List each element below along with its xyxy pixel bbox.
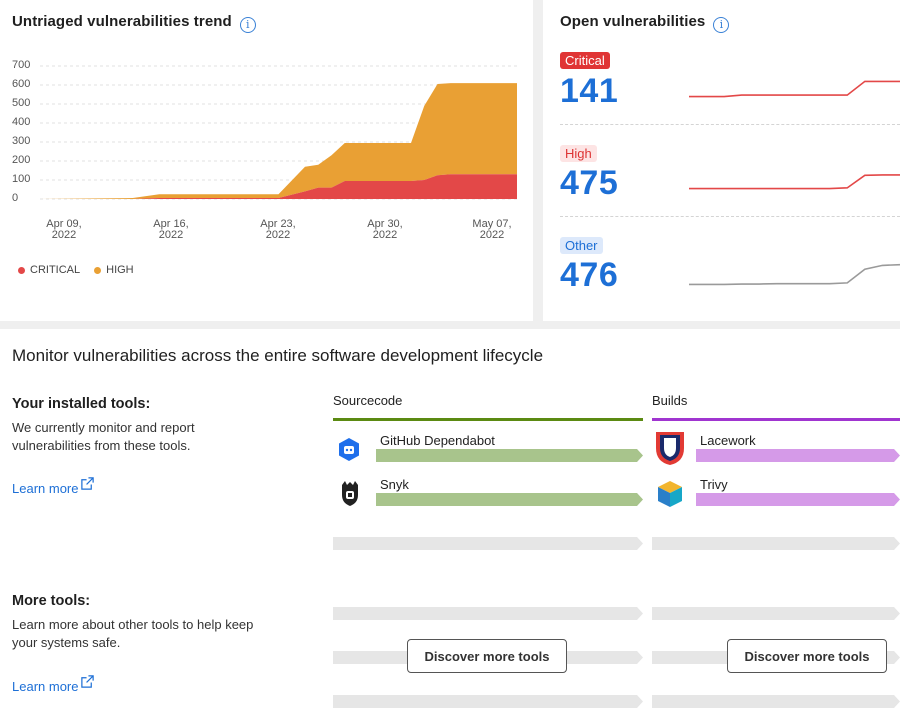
sparkline-high	[689, 174, 900, 190]
y-tick: 200	[12, 154, 31, 166]
external-link-icon	[81, 675, 95, 688]
discover-more-tools-button[interactable]: Discover more tools	[727, 639, 887, 673]
legend-label: HIGH	[106, 264, 134, 276]
tool-name-trivy[interactable]: Trivy	[700, 477, 728, 492]
trivy-icon	[658, 481, 682, 507]
lacework-icon	[656, 432, 684, 465]
y-tick: 0	[12, 192, 19, 204]
column-builds: Builds	[652, 393, 688, 408]
trend-title: Untriaged vulnerabilities trend	[12, 13, 232, 30]
learn-more-label: Learn more	[12, 481, 79, 496]
tool-name-lacework[interactable]: Lacework	[700, 433, 756, 448]
installed-tools-heading: Your installed tools:	[12, 396, 151, 412]
x-tick: Apr 09, 2022	[46, 218, 82, 241]
open-vulnerabilities-card: Open vulnerabilities i Critical 141 High …	[543, 0, 900, 321]
severity-badge-other: Other	[560, 237, 603, 254]
snyk-icon	[342, 481, 358, 506]
learn-more-link[interactable]: Learn more	[12, 675, 95, 694]
placeholder-lane	[652, 537, 900, 550]
column-rule-sourcecode	[333, 418, 643, 421]
learn-more-label: Learn more	[12, 679, 79, 694]
learn-more-link[interactable]: Learn more	[12, 477, 95, 496]
lifecycle-card: Monitor vulnerabilities across the entir…	[0, 329, 900, 718]
column-sourcecode: Sourcecode	[333, 393, 403, 408]
trend-title-row: Untriaged vulnerabilities trend i	[12, 13, 256, 33]
info-icon[interactable]: i	[713, 17, 730, 33]
trend-chart	[40, 65, 517, 200]
open-title-row: Open vulnerabilities i	[560, 13, 730, 33]
x-tick: Apr 23, 2022	[260, 218, 296, 241]
tool-bar	[376, 449, 643, 462]
divider	[560, 216, 900, 217]
sparklines	[689, 80, 900, 286]
dependabot-icon	[339, 438, 359, 461]
more-tools-heading: More tools:	[12, 593, 91, 609]
tool-bar	[696, 449, 900, 462]
placeholder-lane	[333, 695, 643, 708]
sparkline-critical	[689, 80, 900, 98]
y-tick: 600	[12, 78, 31, 90]
sparkline-other	[689, 263, 900, 286]
legend-dot	[18, 266, 25, 274]
y-tick: 500	[12, 97, 31, 109]
discover-more-tools-button[interactable]: Discover more tools	[407, 639, 567, 673]
legend-dot	[94, 266, 102, 274]
x-tick: Apr 30, 2022	[367, 218, 403, 241]
more-tools-text: Learn more about other tools to help kee…	[12, 617, 254, 650]
area-high	[40, 83, 517, 199]
tool-bar	[376, 493, 643, 506]
y-tick: 100	[12, 173, 31, 185]
x-tick: May 07, 2022	[472, 218, 512, 241]
tool-name-snyk[interactable]: Snyk	[380, 477, 409, 492]
y-tick: 700	[12, 59, 31, 71]
column-rule-builds	[652, 418, 900, 421]
other-count[interactable]: 476	[560, 256, 619, 294]
placeholder-lane	[333, 537, 643, 550]
legend-label: CRITICAL	[30, 264, 81, 276]
placeholder-lane	[652, 695, 900, 708]
placeholder-lane	[333, 607, 643, 620]
legend-item-critical[interactable]: CRITICAL	[18, 264, 80, 276]
severity-badge-critical: Critical	[560, 52, 610, 69]
divider	[560, 124, 900, 125]
external-link-icon	[81, 477, 95, 490]
severity-badge-high: High	[560, 145, 597, 162]
open-title: Open vulnerabilities	[560, 13, 706, 30]
legend-item-high[interactable]: HIGH	[94, 264, 134, 276]
tool-bar	[696, 493, 900, 506]
placeholder-lane	[652, 607, 900, 620]
y-tick: 300	[12, 135, 31, 147]
area-critical	[40, 174, 517, 199]
chart-legend: CRITICAL HIGH	[18, 264, 134, 276]
lifecycle-title: Monitor vulnerabilities across the entir…	[12, 346, 544, 365]
x-tick: Apr 16, 2022	[153, 218, 189, 241]
installed-tools-text: We currently monitor and report vulnerab…	[12, 420, 195, 453]
y-tick: 400	[12, 116, 31, 128]
tool-name-github-dependabot[interactable]: GitHub Dependabot	[380, 433, 495, 448]
high-count[interactable]: 475	[560, 164, 619, 202]
trend-card: Untriaged vulnerabilities trend i 700 600…	[0, 0, 533, 321]
info-icon[interactable]: i	[239, 17, 256, 33]
critical-count[interactable]: 141	[560, 72, 619, 110]
